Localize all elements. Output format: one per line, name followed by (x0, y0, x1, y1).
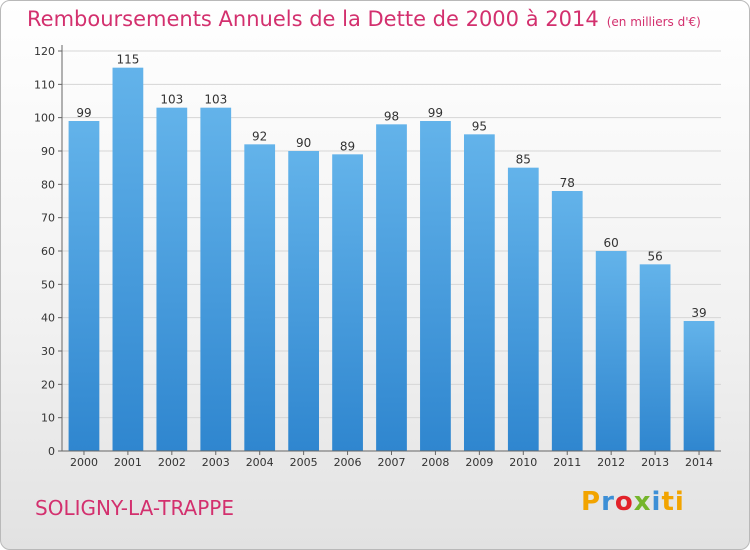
bar-chart: 0 10 20 30 40 50 60 70 80 90 100 110 120 99 2000 115 200… (34, 45, 721, 469)
bar-value-label: 103 (204, 93, 227, 107)
labels: 0 10 20 30 40 50 60 70 80 90 100 110 120 99 2000 115 200… (34, 45, 713, 469)
bar-value-label: 56 (647, 249, 662, 263)
bar-value-label: 89 (340, 139, 355, 153)
logo-letter: r (601, 487, 615, 517)
y-tick-label: 10 (41, 412, 55, 425)
axes (58, 45, 721, 455)
y-tick-label: 70 (41, 212, 55, 225)
proxiti-logo[interactable]: Proxiti (581, 487, 685, 517)
logo-letter: i (651, 487, 662, 517)
bar-value-label: 95 (472, 119, 487, 133)
logo-letter: o (614, 487, 634, 517)
logo-letter: P (581, 487, 602, 517)
y-tick-label: 80 (41, 178, 55, 191)
bar-value-label: 99 (76, 106, 91, 120)
bar-value-label: 60 (604, 236, 619, 250)
x-tick-label: 2005 (290, 456, 318, 469)
chart-title: Remboursements Annuels de la Dette de 20… (27, 7, 701, 31)
bar-value-label: 92 (252, 129, 267, 143)
x-tick-label: 2007 (378, 456, 406, 469)
x-tick-label: 2003 (202, 456, 230, 469)
x-tick-label: 2014 (685, 456, 713, 469)
bar-2008 (420, 121, 451, 451)
x-tick-label: 2006 (334, 456, 362, 469)
bar-2002 (156, 107, 188, 452)
bar-2005 (288, 151, 320, 451)
bars (68, 67, 715, 452)
bar-value-label: 98 (384, 109, 399, 123)
bar-2011 (551, 191, 583, 451)
bar-value-label: 90 (296, 136, 311, 150)
x-tick-label: 2013 (641, 456, 669, 469)
bar-value-label: 85 (516, 153, 531, 167)
y-tick-label: 120 (34, 45, 55, 58)
x-tick-label: 2009 (465, 456, 493, 469)
chart-title-text: Remboursements Annuels de la Dette de 20… (27, 7, 599, 31)
bar-2000 (68, 121, 100, 451)
y-tick-label: 90 (41, 145, 55, 158)
bar-value-label: 78 (560, 176, 575, 190)
x-tick-label: 2001 (114, 456, 142, 469)
x-tick-label: 2011 (553, 456, 581, 469)
bar-2004 (244, 144, 276, 452)
bar-value-label: 103 (160, 93, 183, 107)
bar-2010 (507, 167, 539, 451)
y-tick-label: 100 (34, 112, 55, 125)
y-tick-label: 30 (41, 345, 55, 358)
x-tick-label: 2000 (70, 456, 98, 469)
y-tick-label: 20 (41, 378, 55, 391)
bar-2009 (463, 134, 495, 452)
bar-value-label: 99 (428, 106, 443, 120)
logo-letter: x (633, 487, 652, 517)
y-tick-label: 110 (34, 78, 55, 91)
x-tick-label: 2008 (421, 456, 449, 469)
y-tick-label: 40 (41, 312, 55, 325)
bar-2006 (332, 154, 363, 452)
bar-2001 (112, 67, 144, 452)
x-tick-label: 2002 (158, 456, 186, 469)
x-tick-label: 2012 (597, 456, 625, 469)
bar-2014 (683, 321, 715, 451)
x-tick-label: 2010 (509, 456, 537, 469)
y-tick-label: 50 (41, 278, 55, 291)
bar-value-label: 39 (691, 306, 706, 320)
logo-letter: ti (661, 487, 685, 517)
bar-value-label: 115 (116, 53, 139, 67)
y-tick-label: 0 (48, 445, 55, 458)
bar-2003 (200, 107, 232, 452)
commune-name: SOLIGNY-LA-TRAPPE (35, 496, 234, 520)
bar-2013 (639, 264, 671, 451)
y-tick-label: 60 (41, 245, 55, 258)
x-tick-label: 2004 (246, 456, 274, 469)
bar-2007 (376, 124, 407, 451)
chart-unit: (en milliers d'€) (606, 15, 701, 29)
bar-2012 (595, 251, 627, 451)
